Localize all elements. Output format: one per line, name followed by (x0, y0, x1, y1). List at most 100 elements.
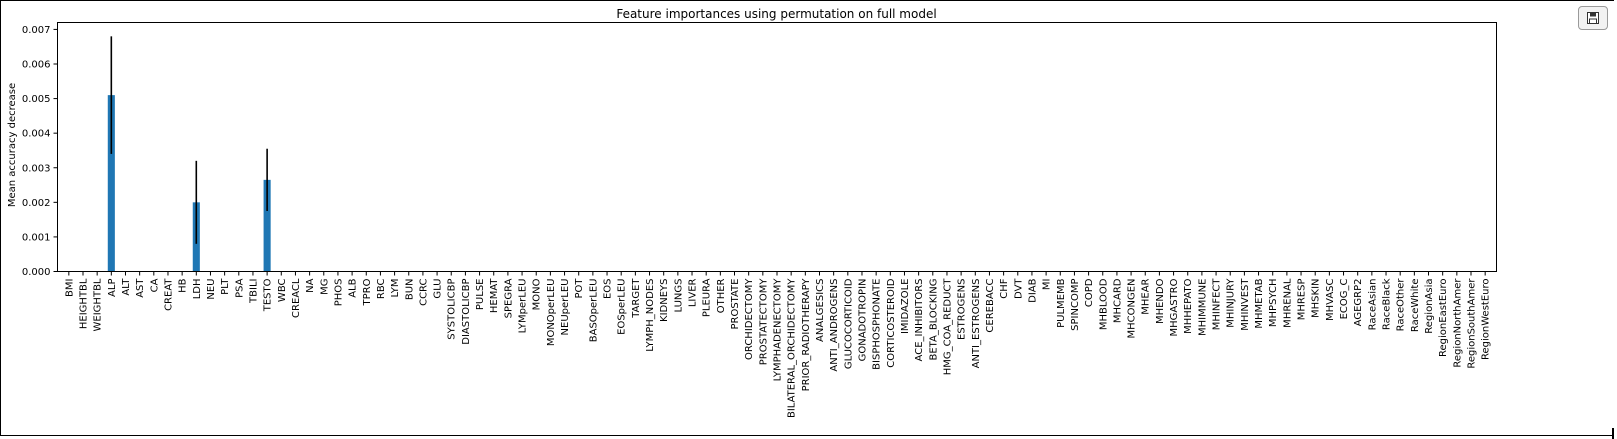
x-tick-label: GLUCOCORTICOID (843, 278, 854, 369)
x-tick-label: NEU (206, 279, 217, 300)
x-tick-label: CORTICOSTEROID (886, 278, 897, 368)
y-tick-label: 0.007 (22, 25, 51, 36)
floppy-disk-icon (1587, 12, 1599, 24)
x-tick-label: HEMAT (489, 278, 500, 314)
x-tick-label: PROSTATECTOMY (758, 278, 769, 366)
x-tick-label: MHINVEST (1240, 278, 1251, 331)
x-tick-label: SYSTOLICBP (447, 279, 458, 340)
x-tick-label: WBC (277, 278, 288, 302)
x-tick-label: RegionSouthAmer (1467, 278, 1478, 369)
x-tick-label: TESTO (263, 278, 274, 312)
x-tick-label: MG (319, 279, 330, 295)
x-tick-label: MHPSYCH (1268, 279, 1279, 328)
x-axis: BMI HEIGHTBL WEIGHTBL ALP ALT AST CA CREAT HB LDH… (64, 271, 1492, 418)
x-tick-label: RBC (376, 278, 387, 299)
y-tick-label: 0.006 (22, 60, 51, 71)
x-tick-label: CEREBACC (985, 278, 996, 332)
y-axis-label: Mean accuracy decrease (7, 83, 18, 207)
x-tick-label: NA (305, 278, 316, 292)
x-tick-label: HEIGHTBL (78, 278, 89, 329)
x-tick-label: LUNGS (673, 279, 684, 313)
x-tick-label: LYMPHADENECTOMY (773, 278, 784, 382)
x-tick-label: MHMETAB (1254, 278, 1265, 328)
x-tick-label: MHCONGEN (1127, 279, 1138, 339)
x-tick-label: MONOperLEU (546, 279, 557, 347)
save-button[interactable] (1578, 6, 1608, 30)
x-tick-label: WEIGHTBL (93, 278, 104, 331)
x-tick-label: BILATERAL_ORCHIDECTOMY (787, 278, 798, 418)
x-tick-label: ECOG_C (1339, 278, 1350, 319)
x-tick-label: MHVASC (1325, 278, 1336, 321)
y-tick-label: 0.001 (22, 232, 51, 243)
x-tick-label: TPRO (362, 278, 373, 306)
x-tick-label: RaceAsian (1367, 279, 1378, 331)
x-tick-label: MHENDO (1155, 278, 1166, 324)
x-tick-label: ESTROGENS (957, 279, 968, 341)
bar-alp (107, 95, 115, 272)
x-tick-label: RegionNorthAmer (1452, 278, 1463, 368)
x-tick-label: MHBLOOD (1098, 278, 1109, 330)
plot-area-frame (57, 22, 1497, 272)
x-tick-label: ORCHIDECTOMY (744, 278, 755, 360)
x-tick-label: EOS (603, 279, 614, 300)
x-tick-label: CCRC (418, 278, 429, 305)
x-tick-label: TARGET (631, 278, 642, 319)
x-tick-label: IMIDAZOLE (900, 279, 911, 335)
x-tick-label: PROSTATE (730, 279, 741, 330)
x-tick-label: RegionEastEuro (1438, 279, 1449, 357)
x-tick-label: AST (135, 278, 146, 298)
x-tick-label: DIAB (1027, 278, 1038, 302)
x-tick-label: GONADOTROPIN (857, 279, 868, 362)
bar-testo (263, 179, 271, 272)
x-tick-label: BUN (404, 279, 415, 301)
x-tick-label: RaceOther (1396, 278, 1407, 332)
x-tick-label: AGEGRP2 (1353, 279, 1364, 327)
x-tick-label: SPEGRA (503, 278, 514, 318)
x-tick-label: MHRENAL (1282, 278, 1293, 328)
x-tick-label: HB (178, 278, 189, 293)
x-tick-label: ANALGESICS (815, 279, 826, 342)
x-tick-label: ACE_INHIBITORS (914, 279, 925, 362)
x-tick-label: PLT (220, 278, 231, 295)
x-tick-label: BISPHOSPHONATE (872, 279, 883, 370)
x-tick-label: RegionWestEuro (1481, 279, 1492, 360)
x-tick-label: CA (149, 278, 160, 292)
x-tick-label: MHEAR (1141, 278, 1152, 314)
x-tick-label: MHSKIN (1311, 279, 1322, 318)
x-tick-label: EOSperLEU (617, 279, 628, 335)
window-corner-mark (1612, 428, 1614, 439)
x-tick-label: PHOS (333, 279, 344, 307)
x-tick-label: CREAT (163, 278, 174, 311)
x-tick-label: ANTI_ESTROGENS (971, 279, 982, 369)
x-tick-label: TBILI (248, 279, 259, 304)
x-tick-label: MHINJURY (1226, 278, 1237, 328)
x-tick-label: PULMEMB (1056, 278, 1067, 327)
x-tick-label: MONO (532, 278, 543, 310)
x-tick-label: LYMperLEU (518, 279, 529, 334)
x-tick-label: RegionAsia (1424, 279, 1435, 334)
y-tick-label: 0.004 (22, 129, 51, 140)
x-tick-label: ALB (348, 278, 359, 297)
x-tick-label: POT (574, 278, 585, 299)
y-tick-label: 0.000 (22, 267, 51, 278)
x-tick-label: SPINCOMP (1070, 279, 1081, 331)
x-tick-label: MI (1042, 279, 1053, 291)
x-tick-label: CHF (999, 278, 1010, 299)
x-tick-label: NEUperLEU (560, 279, 571, 336)
x-tick-label: BETA_BLOCKING (928, 279, 939, 361)
x-tick-label: RaceWhite (1410, 279, 1421, 333)
x-tick-label: BASOperLEU (588, 279, 599, 343)
x-tick-label: RaceBlack (1382, 278, 1393, 330)
chart-title: Feature importances using permutation on… (616, 7, 936, 21)
x-tick-label: GLU (433, 279, 444, 299)
y-tick-label: 0.003 (22, 163, 51, 174)
y-tick-label: 0.005 (22, 94, 51, 105)
x-tick-label: DVT (1013, 278, 1024, 299)
x-tick-label: PLEURA (702, 278, 713, 317)
x-tick-label: PRIOR_RADIOTHERAPY (801, 278, 812, 392)
x-tick-label: BMI (64, 279, 75, 297)
x-tick-label: MHIMMUNE (1197, 279, 1208, 336)
y-axis: 0.000 0.001 0.002 0.003 0.004 0.005 0.006 0.007 (22, 25, 58, 278)
y-tick-label: 0.002 (22, 198, 51, 209)
